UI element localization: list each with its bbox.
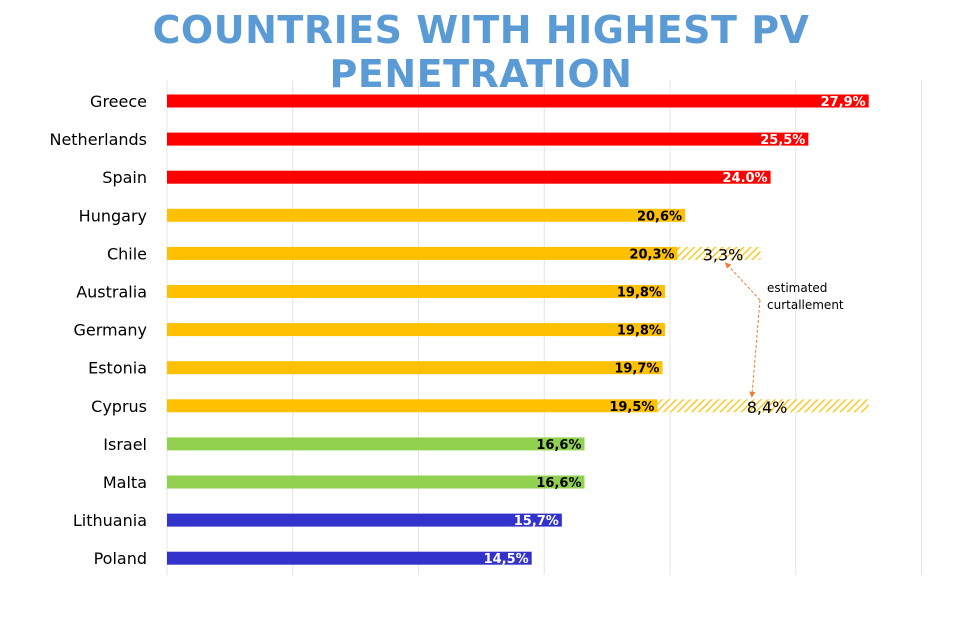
bar-israel — [167, 437, 585, 451]
value-label-greece: 27,9% — [821, 95, 866, 110]
category-label-poland: Poland — [94, 549, 147, 568]
curtailment-bar-chile — [677, 246, 761, 260]
labels: Greece 27,9% Netherlands 25,5% Spain 24.0% Hun… — [49, 92, 865, 568]
category-label-spain: Spain — [102, 168, 147, 187]
category-label-malta: Malta — [103, 473, 147, 492]
curtailment-label-cyprus: 8,4% — [747, 398, 788, 417]
value-label-poland: 14,5% — [484, 552, 529, 567]
category-label-cyprus: Cyprus — [91, 397, 147, 416]
category-label-hungary: Hungary — [79, 206, 147, 225]
bar-estonia — [167, 361, 663, 375]
category-label-germany: Germany — [73, 321, 147, 340]
bar-malta — [167, 475, 585, 489]
category-label-greece: Greece — [90, 92, 147, 111]
bar-chile — [167, 246, 678, 260]
bar-australia — [167, 285, 665, 298]
bar-poland — [167, 551, 532, 565]
value-label-chile: 20,3% — [629, 247, 674, 262]
bar-hungary — [167, 208, 686, 222]
annotation: estimated curtallement — [725, 262, 844, 398]
category-label-netherlands: Netherlands — [49, 130, 147, 149]
bar-netherlands — [167, 132, 809, 146]
chart-title: COUNTRIES WITH HIGHEST PV PENETRATION — [152, 8, 810, 96]
annotation-text-line: curtallement — [767, 298, 844, 312]
bar-germany — [167, 323, 665, 337]
value-label-australia: 19,8% — [617, 286, 662, 301]
value-label-cyprus: 19,5% — [609, 400, 654, 415]
category-label-estonia: Estonia — [88, 359, 147, 378]
category-label-lithuania: Lithuania — [73, 511, 147, 530]
value-label-germany: 19,8% — [617, 324, 662, 339]
value-label-malta: 16,6% — [536, 476, 581, 491]
curtailment-bar-cyprus — [657, 399, 869, 413]
value-label-spain: 24.0% — [722, 171, 767, 186]
bars — [167, 94, 869, 565]
value-label-netherlands: 25,5% — [760, 133, 805, 148]
annotation-arrow — [749, 299, 761, 398]
annotation-arrow — [725, 262, 761, 301]
value-label-estonia: 19,7% — [614, 362, 659, 377]
bar-spain — [167, 170, 771, 184]
value-label-lithuania: 15,7% — [514, 514, 559, 529]
category-label-israel: Israel — [103, 435, 147, 454]
bar-lithuania — [167, 513, 562, 527]
bar-cyprus — [167, 399, 658, 413]
annotation-text-line: estimated — [767, 281, 827, 295]
bar-greece — [167, 94, 869, 108]
value-label-hungary: 20,6% — [637, 209, 682, 224]
category-label-australia: Australia — [76, 283, 147, 302]
value-label-israel: 16,6% — [536, 438, 581, 453]
category-label-chile: Chile — [107, 244, 147, 263]
curtailment-label-chile: 3,3% — [703, 245, 744, 264]
